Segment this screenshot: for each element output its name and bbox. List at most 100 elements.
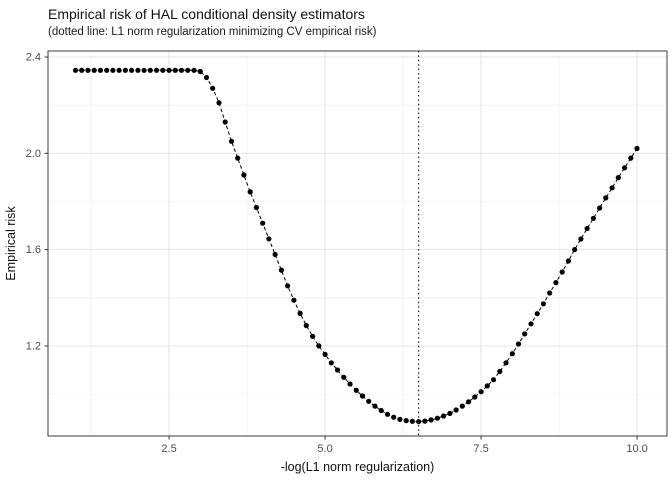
data-point <box>334 367 341 373</box>
data-point <box>540 301 547 307</box>
x-tick-label: 7.5 <box>473 443 488 455</box>
data-point <box>397 416 403 422</box>
data-point <box>403 418 409 424</box>
data-point <box>597 205 603 211</box>
y-tick-label: 2.0 <box>26 148 41 160</box>
grid-minor <box>48 51 667 436</box>
data-point <box>366 398 372 404</box>
axis-ticks <box>44 56 638 440</box>
data-point <box>285 283 291 289</box>
data-point <box>590 215 597 221</box>
data-point <box>347 381 353 387</box>
data-point <box>322 351 328 357</box>
data-point <box>203 74 210 81</box>
data-point <box>216 100 222 106</box>
data-point <box>615 175 621 181</box>
data-point <box>154 67 160 73</box>
data-point <box>178 67 185 73</box>
data-point <box>235 155 241 161</box>
data-point <box>353 387 359 393</box>
data-point <box>222 119 228 125</box>
chart-subtitle: (dotted line: L1 norm regularization min… <box>48 26 377 38</box>
data-point <box>416 419 422 425</box>
data-point <box>328 360 334 366</box>
data-point <box>634 145 640 152</box>
data-point <box>391 414 397 420</box>
data-point <box>509 351 515 357</box>
data-point <box>147 67 153 73</box>
data-point <box>241 172 247 178</box>
data-point <box>478 389 484 395</box>
data-point <box>578 236 584 242</box>
data-point <box>522 331 528 337</box>
data-point <box>172 67 178 73</box>
data-point <box>104 67 110 73</box>
y-tick-label: 1.6 <box>26 244 41 256</box>
grid-major <box>48 51 667 436</box>
y-tick-label: 1.2 <box>26 340 41 352</box>
data-point <box>628 155 634 161</box>
data-point <box>359 393 366 399</box>
data-point <box>447 410 453 416</box>
data-point <box>266 236 272 242</box>
data-point <box>384 411 391 417</box>
data-point <box>484 383 490 389</box>
data-point <box>210 85 216 91</box>
data-point <box>490 377 497 383</box>
data-point <box>166 67 172 73</box>
data-point <box>466 399 472 405</box>
data-point <box>341 374 347 380</box>
data-point <box>79 67 85 73</box>
data-point <box>472 394 478 400</box>
data-point <box>228 138 235 144</box>
data-point <box>547 290 553 296</box>
data-point <box>85 67 91 73</box>
data-point <box>441 413 447 419</box>
data-point <box>428 417 434 423</box>
data-point <box>197 68 203 75</box>
data-point <box>565 258 572 264</box>
data-point <box>497 368 503 375</box>
y-tick-label: 2.4 <box>26 52 41 64</box>
data-point <box>141 67 147 73</box>
data-point <box>459 403 465 409</box>
data-point <box>72 67 79 73</box>
data-point <box>453 407 459 413</box>
data-point <box>534 311 540 317</box>
data-point <box>291 297 297 303</box>
data-point <box>91 67 97 73</box>
data-point <box>528 321 534 327</box>
data-point <box>572 247 578 253</box>
data-point <box>378 407 384 414</box>
data-point <box>515 341 522 347</box>
data-point <box>129 67 135 73</box>
data-point <box>253 204 259 211</box>
data-point <box>185 67 191 73</box>
data-point <box>372 403 378 409</box>
data-point <box>422 418 428 424</box>
data-point <box>609 185 615 191</box>
x-tick-label: 2.5 <box>161 443 176 455</box>
data-point <box>278 267 284 273</box>
data-point <box>122 67 128 73</box>
chart-title: Empirical risk of HAL conditional densit… <box>48 6 365 22</box>
data-point <box>409 418 415 424</box>
panel-border <box>47 50 668 437</box>
data-point <box>191 67 197 73</box>
x-tick-label: 5.0 <box>317 443 332 455</box>
data-point <box>310 333 316 339</box>
data-point <box>559 269 565 275</box>
data-point <box>434 415 440 421</box>
data-point <box>303 322 309 329</box>
risk-curve-points <box>72 67 640 425</box>
data-point <box>503 360 509 366</box>
x-axis-title: -log(L1 norm regularization) <box>281 460 435 474</box>
data-point <box>116 67 122 73</box>
data-point <box>272 251 278 258</box>
x-tick-label: 10.0 <box>626 443 647 455</box>
data-point <box>247 189 253 195</box>
data-point <box>584 225 590 232</box>
y-axis-title: Empirical risk <box>4 206 18 281</box>
